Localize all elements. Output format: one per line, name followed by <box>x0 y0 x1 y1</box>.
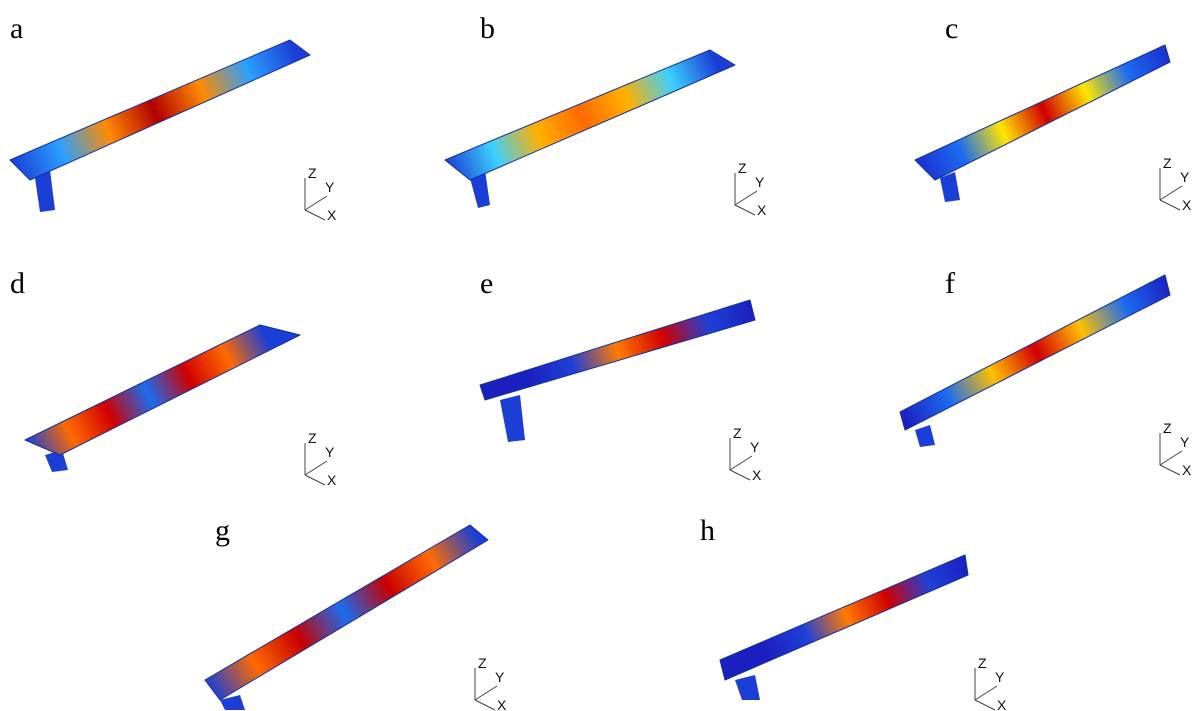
beam-flange <box>45 450 68 472</box>
beam-flange <box>940 172 960 202</box>
axis-triad: ZYX <box>1159 155 1192 213</box>
panel-d: d ZYX <box>10 267 337 488</box>
axis-x-label: X <box>757 202 767 218</box>
panel-label: b <box>480 12 495 45</box>
axis-y-line <box>304 460 328 476</box>
beam-flange <box>220 695 245 710</box>
axis-z-label: Z <box>308 430 317 446</box>
axis-y-label: Y <box>1180 434 1190 450</box>
axis-triad: ZYX <box>1159 420 1192 478</box>
axis-y-line <box>1159 185 1183 201</box>
beam-flange <box>735 675 760 700</box>
axis-x-label: X <box>752 467 762 483</box>
axis-z-label: Z <box>1163 420 1172 436</box>
axis-triad: ZYX <box>304 165 337 223</box>
axis-y-line <box>734 190 758 206</box>
axis-z-label: Z <box>1163 155 1172 171</box>
axis-y-label: Y <box>755 174 765 190</box>
deformed-beam <box>204 524 489 701</box>
panel-label: d <box>10 267 25 300</box>
deformed-beam <box>914 44 1171 181</box>
deformed-beam <box>479 299 756 401</box>
beam-flange <box>35 170 55 212</box>
axis-x-label: X <box>497 697 507 711</box>
beam-flange <box>915 425 935 447</box>
deformed-beam <box>24 324 301 456</box>
panel-label: f <box>945 267 955 300</box>
axis-x-line <box>1159 464 1181 476</box>
panel-a: a ZYX <box>9 12 337 223</box>
axis-z-label: Z <box>478 655 487 671</box>
axis-y-label: Y <box>1180 169 1190 185</box>
deformed-beam <box>719 554 969 681</box>
beam-flange <box>470 170 490 208</box>
axis-triad: ZYX <box>729 425 762 483</box>
panel-f: f ZYX <box>899 267 1192 478</box>
axis-triad: ZYX <box>734 160 767 218</box>
beam-flange <box>500 395 525 442</box>
axis-x-line <box>1159 199 1181 211</box>
panel-label: e <box>480 267 493 300</box>
axis-y-label: Y <box>995 669 1005 685</box>
panel-label: g <box>215 514 230 547</box>
panel-b: b ZYX <box>444 12 767 218</box>
deformed-beam <box>899 274 1171 431</box>
axis-x-label: X <box>327 207 337 223</box>
axis-y-line <box>974 685 998 701</box>
axis-x-label: X <box>1182 197 1192 213</box>
deformed-beam <box>444 49 736 181</box>
axis-z-label: Z <box>733 425 742 441</box>
axis-y-line <box>729 455 753 471</box>
axis-y-line <box>474 685 498 701</box>
panel-h: h ZYX <box>700 514 1007 711</box>
axis-x-line <box>974 699 996 711</box>
axis-triad: ZYX <box>974 655 1007 711</box>
axis-z-label: Z <box>308 165 317 181</box>
axis-x-line <box>734 204 756 216</box>
axis-x-label: X <box>1182 462 1192 478</box>
axis-z-label: Z <box>978 655 987 671</box>
deformed-beam <box>9 39 311 181</box>
panel-label: c <box>945 12 958 45</box>
axis-triad: ZYX <box>474 655 507 711</box>
axis-y-label: Y <box>325 444 335 460</box>
axis-y-line <box>1159 450 1183 466</box>
panel-c: c ZYX <box>914 12 1192 213</box>
axis-x-line <box>474 699 496 711</box>
axis-x-label: X <box>997 697 1007 711</box>
axis-x-label: X <box>327 472 337 488</box>
axis-y-line <box>304 195 328 211</box>
axis-y-label: Y <box>325 179 335 195</box>
axis-y-label: Y <box>750 439 760 455</box>
panel-g: g ZYX <box>204 514 507 711</box>
panel-label: h <box>700 514 715 547</box>
panel-e: e ZYX <box>479 267 762 483</box>
axis-x-line <box>304 474 326 486</box>
panel-label: a <box>10 12 23 45</box>
axis-y-label: Y <box>495 669 505 685</box>
axis-x-line <box>729 469 751 481</box>
axis-z-label: Z <box>738 160 747 176</box>
axis-triad: ZYX <box>304 430 337 488</box>
axis-x-line <box>304 209 326 221</box>
